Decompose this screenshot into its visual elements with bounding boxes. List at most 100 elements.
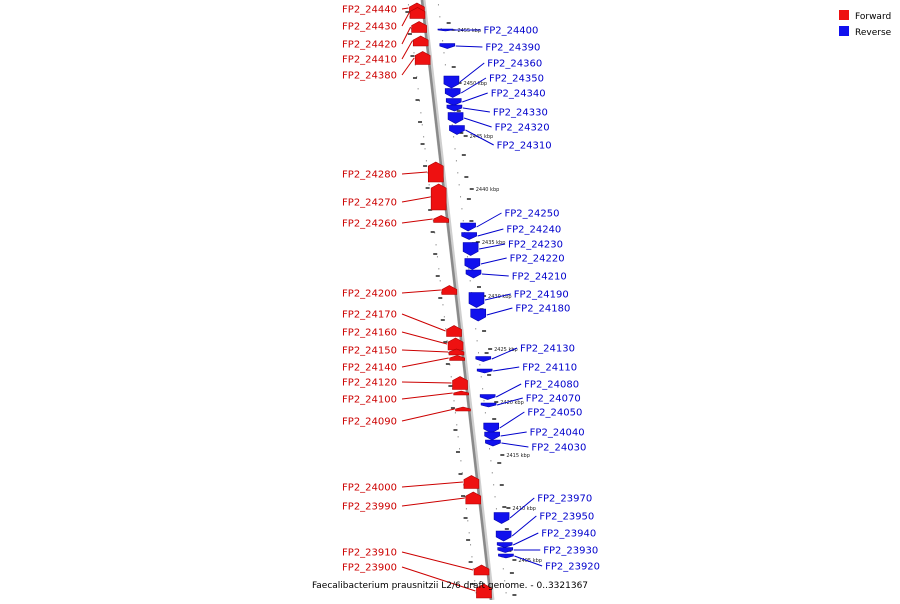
forward-gene-leader [401,481,463,488]
reverse-gene-feature[interactable] [475,356,492,362]
reverse-gene-leader [491,347,518,360]
reverse-gene-label[interactable]: FP2_24110 [522,363,577,374]
reverse-gene-label[interactable]: FP2_24180 [515,304,570,315]
reverse-gene-feature[interactable] [470,308,487,322]
reverse-gene-label[interactable]: FP2_24320 [495,123,550,134]
reverse-gene-feature[interactable] [483,422,500,434]
forward-gene-feature[interactable] [455,406,471,412]
forward-gene-label[interactable]: FP2_24270 [342,198,397,209]
forward-gene-feature[interactable] [473,564,490,576]
reverse-gene-feature[interactable] [496,542,513,548]
reverse-gene-feature[interactable] [497,547,514,553]
reverse-gene-feature[interactable] [460,222,476,232]
reverse-gene-label[interactable]: FP2_24310 [497,141,552,152]
reverse-gene-feature[interactable] [446,104,463,112]
forward-gene-label[interactable]: FP2_23990 [342,502,397,513]
reverse-gene-label[interactable]: FP2_24360 [487,59,542,70]
reverse-gene-feature[interactable] [479,394,496,400]
reverse-gene-feature[interactable] [444,88,461,98]
forward-gene-label[interactable]: FP2_24260 [342,219,397,230]
reverse-gene-label[interactable]: FP2_24040 [530,428,585,439]
forward-gene-feature[interactable] [453,390,469,396]
forward-gene-label[interactable]: FP2_24170 [342,310,397,321]
forward-gene-label[interactable]: FP2_24200 [342,289,397,300]
reverse-gene-label[interactable]: FP2_23930 [543,546,598,557]
forward-gene-feature[interactable] [449,355,465,361]
reverse-gene-label[interactable]: FP2_23950 [539,512,594,523]
reverse-gene-feature[interactable] [447,112,464,124]
reverse-gene-feature[interactable] [476,368,493,374]
forward-gene-label[interactable]: FP2_23900 [342,563,397,574]
forward-gene-label[interactable]: FP2_24280 [342,170,397,181]
reverse-gene-label[interactable]: FP2_24220 [510,254,565,265]
reverse-gene-feature[interactable] [468,292,485,308]
reverse-gene-label[interactable]: FP2_23970 [537,494,592,505]
forward-gene-label[interactable]: FP2_24150 [342,346,397,357]
reverse-gene-feature[interactable] [461,232,477,240]
reverse-gene-label[interactable]: FP2_24070 [526,394,581,405]
reverse-gene-leader [481,273,509,277]
reverse-gene-label[interactable]: FP2_24400 [483,26,538,37]
reverse-gene-label[interactable]: FP2_24130 [520,344,575,355]
forward-gene-feature[interactable] [409,7,426,19]
reverse-gene-feature[interactable] [480,402,497,408]
reverse-gene-label[interactable]: FP2_24190 [514,290,569,301]
reverse-gene-feature[interactable] [464,258,481,270]
reverse-gene-label[interactable]: FP2_24340 [491,89,546,100]
reverse-gene-label[interactable]: FP2_24350 [489,74,544,85]
reverse-gene-label[interactable]: FP2_24030 [531,443,586,454]
forward-gene-label[interactable]: FP2_24380 [342,71,397,82]
reverse-gene-label[interactable]: FP2_24390 [485,43,540,54]
forward-gene-feature[interactable] [433,215,449,223]
forward-gene-feature[interactable] [427,161,444,183]
forward-gene-label[interactable]: FP2_24430 [342,22,397,33]
forward-gene-feature[interactable] [430,183,447,211]
reverse-gene-feature[interactable] [493,512,510,524]
gene-labels: FP2_24440 FP2_24430 FP2_24420 FP2_24410 FP2_… [342,5,600,592]
reverse-gene-feature[interactable] [465,269,482,279]
reverse-gene-feature[interactable] [495,530,512,542]
forward-gene-label[interactable]: FP2_24090 [342,417,397,428]
forward-gene-label[interactable]: FP2_24000 [342,483,397,494]
forward-gene-label[interactable]: FP2_24100 [342,395,397,406]
reverse-gene-label[interactable]: FP2_23920 [545,562,600,573]
reverse-gene-feature[interactable] [485,439,501,447]
forward-gene-feature[interactable] [414,51,431,65]
reverse-gene-feature[interactable] [449,125,465,135]
reverse-gene-leader [462,107,490,113]
forward-gene-feature[interactable] [447,337,464,351]
forward-gene-feature[interactable] [412,35,429,47]
reverse-gene-feature[interactable] [445,98,462,106]
reverse-gene-leader [493,366,520,372]
forward-gene-feature[interactable] [446,325,462,337]
reverse-gene-label[interactable]: FP2_24230 [508,240,563,251]
reverse-gene-feature[interactable] [484,431,500,441]
reverse-gene-label[interactable]: FP2_24210 [512,272,567,283]
forward-gene-feature[interactable] [441,285,458,295]
forward-gene-feature[interactable] [411,21,427,33]
forward-gene-label[interactable]: FP2_23910 [342,548,397,559]
forward-gene-label[interactable]: FP2_24410 [342,55,397,66]
reverse-gene-label[interactable]: FP2_24330 [493,108,548,119]
forward-gene-leader [401,12,410,27]
forward-gene-feature[interactable] [448,348,465,356]
reverse-gene-label[interactable]: FP2_24250 [504,209,559,220]
reverse-gene-label[interactable]: FP2_24240 [506,225,561,236]
forward-gene-label[interactable]: FP2_24420 [342,40,397,51]
forward-gene-feature[interactable] [452,376,468,390]
reverse-gene-label[interactable]: FP2_23940 [541,529,596,540]
reverse-gene-feature[interactable] [462,242,479,256]
reverse-gene-label[interactable]: FP2_24080 [524,380,579,391]
forward-gene-feature[interactable] [476,583,492,599]
reverse-gene-feature[interactable] [437,28,454,32]
reverse-gene-feature[interactable] [498,553,514,559]
reverse-gene-feature[interactable] [443,75,460,89]
forward-gene-label[interactable]: FP2_24160 [342,328,397,339]
reverse-gene-label[interactable]: FP2_24050 [527,408,582,419]
reverse-gene-feature[interactable] [439,43,456,49]
forward-gene-feature[interactable] [465,491,482,505]
forward-gene-feature[interactable] [463,475,480,489]
forward-gene-label[interactable]: FP2_24120 [342,378,397,389]
forward-gene-label[interactable]: FP2_24440 [342,5,397,16]
forward-gene-label[interactable]: FP2_24140 [342,363,397,374]
